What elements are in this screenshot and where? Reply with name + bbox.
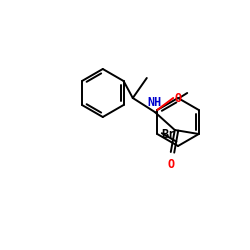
- Text: O: O: [174, 92, 181, 104]
- Text: NH: NH: [148, 96, 162, 109]
- Text: O: O: [167, 158, 174, 171]
- Text: Br: Br: [161, 128, 176, 141]
